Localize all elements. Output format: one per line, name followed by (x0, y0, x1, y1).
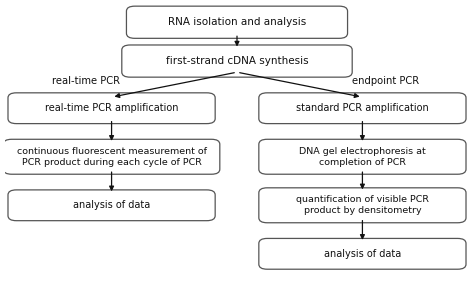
FancyBboxPatch shape (259, 93, 466, 124)
Text: real-time PCR amplification: real-time PCR amplification (45, 103, 178, 113)
FancyBboxPatch shape (8, 190, 215, 221)
FancyBboxPatch shape (259, 239, 466, 269)
FancyBboxPatch shape (122, 45, 352, 77)
FancyBboxPatch shape (259, 188, 466, 223)
Text: analysis of data: analysis of data (324, 249, 401, 259)
FancyBboxPatch shape (8, 93, 215, 124)
Text: DNA gel electrophoresis at
completion of PCR: DNA gel electrophoresis at completion of… (299, 147, 426, 167)
Text: continuous fluorescent measurement of
PCR product during each cycle of PCR: continuous fluorescent measurement of PC… (17, 147, 207, 167)
FancyBboxPatch shape (259, 139, 466, 174)
Text: endpoint PCR: endpoint PCR (352, 76, 419, 86)
FancyBboxPatch shape (3, 139, 220, 174)
Text: RNA isolation and analysis: RNA isolation and analysis (168, 17, 306, 27)
Text: standard PCR amplification: standard PCR amplification (296, 103, 429, 113)
Text: real-time PCR: real-time PCR (52, 76, 120, 86)
Text: first-strand cDNA synthesis: first-strand cDNA synthesis (166, 56, 308, 66)
FancyBboxPatch shape (127, 6, 347, 38)
Text: analysis of data: analysis of data (73, 200, 150, 210)
Text: quantification of visible PCR
product by densitometry: quantification of visible PCR product by… (296, 195, 429, 215)
